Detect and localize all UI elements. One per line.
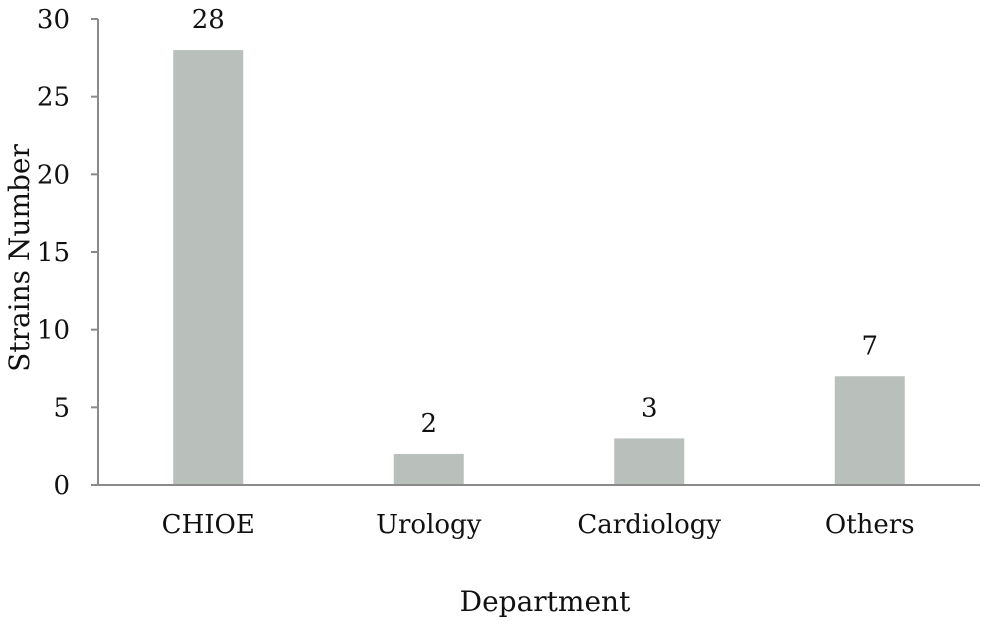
x-tick-label-chioe: CHIOE <box>162 510 255 540</box>
data-label-urology: 2 <box>420 409 437 439</box>
y-tick-label: 0 <box>53 471 70 501</box>
data-label-cardiology: 3 <box>641 393 658 423</box>
y-axis-ticks: 0 5 10 15 20 25 30 <box>37 5 98 501</box>
y-tick-label: 5 <box>53 393 70 423</box>
y-tick-label: 15 <box>37 238 70 268</box>
y-tick-label: 30 <box>37 5 70 35</box>
y-tick-label: 10 <box>37 316 70 346</box>
x-tick-label-cardiology: Cardiology <box>577 510 721 540</box>
y-axis-title: Strains Number <box>3 144 36 372</box>
x-axis-ticks: CHIOE Urology Cardiology Others <box>162 510 915 540</box>
data-label-others: 7 <box>861 331 878 361</box>
bar-others <box>834 376 905 485</box>
y-tick-label: 20 <box>37 160 70 190</box>
bars-group <box>173 50 905 486</box>
y-tick-label: 25 <box>37 83 70 113</box>
x-tick-label-others: Others <box>825 510 915 540</box>
x-tick-label-urology: Urology <box>376 510 482 540</box>
data-label-chioe: 28 <box>192 5 225 35</box>
bar-urology <box>393 453 464 485</box>
bar-chioe <box>173 50 244 486</box>
data-labels-group: 28 2 3 7 <box>192 5 878 439</box>
x-axis-title: Department <box>460 585 631 618</box>
bar-cardiology <box>614 438 685 485</box>
